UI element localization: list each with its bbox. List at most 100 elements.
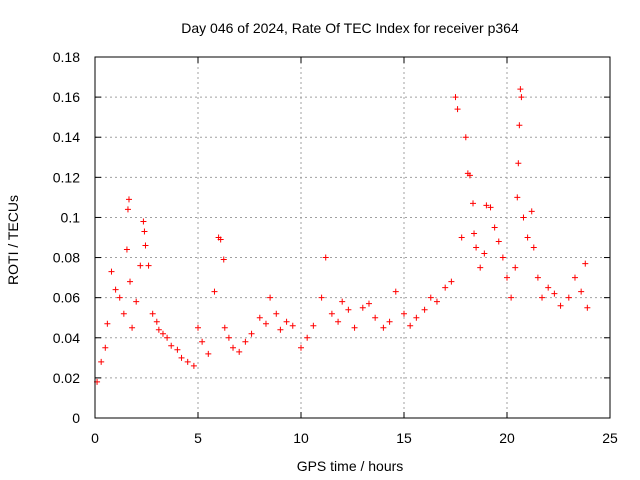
data-point <box>220 256 227 263</box>
data-point <box>145 262 152 269</box>
data-point <box>149 310 156 317</box>
data-point <box>518 94 525 101</box>
data-point <box>530 244 537 251</box>
y-tick-label: 0.02 <box>53 370 80 386</box>
data-point <box>557 302 564 309</box>
data-point <box>517 86 524 93</box>
data-point <box>359 304 366 311</box>
data-point <box>248 330 255 337</box>
data-point <box>351 324 358 331</box>
data-point <box>178 354 185 361</box>
y-tick-label: 0.04 <box>53 330 80 346</box>
data-point <box>452 94 459 101</box>
y-tick-label: 0 <box>72 410 80 426</box>
x-axis-label: GPS time / hours <box>297 458 404 474</box>
y-axis-label: ROTI / TECUs <box>5 195 21 285</box>
data-point <box>528 208 535 215</box>
data-point <box>328 310 335 317</box>
y-tick-label: 0.14 <box>53 129 80 145</box>
data-point <box>205 350 212 357</box>
data-point <box>481 250 488 257</box>
data-point <box>155 326 162 333</box>
data-point <box>578 288 585 295</box>
data-point <box>365 300 372 307</box>
data-point <box>458 234 465 241</box>
data-point <box>195 324 201 331</box>
data-point <box>140 218 147 225</box>
data-point <box>483 202 490 209</box>
data-point <box>565 294 572 301</box>
data-point <box>310 322 317 329</box>
data-point <box>401 310 407 317</box>
data-point <box>442 284 449 291</box>
data-point <box>516 122 523 129</box>
y-tick-label: 0.12 <box>53 169 80 185</box>
data-point <box>545 284 552 291</box>
data-point <box>120 310 127 317</box>
data-point <box>495 238 502 245</box>
y-tick-label: 0.18 <box>53 49 80 65</box>
data-point <box>141 228 148 235</box>
x-axis-tick-labels: 0 5 10 15 20 25 <box>91 430 618 446</box>
data-point <box>127 278 134 285</box>
data-point <box>462 134 469 141</box>
data-point <box>514 194 521 201</box>
x-tick-label: 20 <box>499 430 515 446</box>
data-points <box>94 86 591 385</box>
data-point <box>199 338 206 345</box>
data-point <box>304 334 311 341</box>
data-point <box>335 318 342 325</box>
data-point <box>164 334 171 341</box>
data-point <box>153 318 160 325</box>
data-point <box>491 224 498 231</box>
data-point <box>125 196 132 203</box>
data-point <box>413 314 420 321</box>
data-point <box>133 298 140 305</box>
data-point <box>499 254 506 261</box>
data-point <box>345 306 352 313</box>
data-point <box>392 288 399 295</box>
data-point <box>571 274 578 281</box>
grid-lines <box>95 57 610 418</box>
data-point <box>466 172 473 179</box>
data-point <box>470 200 477 207</box>
x-tick-label: 25 <box>602 430 618 446</box>
data-point <box>98 358 105 365</box>
data-point <box>129 324 136 331</box>
data-point <box>102 344 109 351</box>
data-point <box>283 318 290 325</box>
data-point <box>551 290 558 297</box>
y-tick-label: 0.08 <box>53 250 80 266</box>
data-point <box>407 322 414 329</box>
data-point <box>427 294 434 301</box>
data-point <box>512 264 519 271</box>
data-point <box>473 244 480 251</box>
data-point <box>267 294 274 301</box>
data-point <box>477 264 484 271</box>
data-point <box>289 322 296 329</box>
data-point <box>471 230 478 237</box>
data-point <box>217 236 224 243</box>
data-point <box>380 324 387 331</box>
data-point <box>339 298 346 305</box>
data-point <box>524 234 531 241</box>
data-point <box>112 286 119 293</box>
data-point <box>504 274 510 281</box>
data-point <box>298 344 304 351</box>
data-point <box>168 342 175 349</box>
data-point <box>174 346 181 353</box>
data-point <box>104 320 111 327</box>
data-point <box>236 348 243 355</box>
y-tick-label: 0.1 <box>61 209 81 225</box>
y-axis-tick-labels: 0 0.02 0.04 0.06 0.08 0.1 0.12 0.14 0.16 0.18 <box>53 49 80 426</box>
chart-title: Day 046 of 2024, Rate Of TEC Index for r… <box>181 20 519 36</box>
x-tick-label: 0 <box>91 430 99 446</box>
data-point <box>137 262 144 269</box>
data-point <box>242 338 249 345</box>
data-point <box>454 106 461 113</box>
data-point <box>487 204 494 211</box>
data-point <box>116 294 123 301</box>
data-point <box>539 294 546 301</box>
